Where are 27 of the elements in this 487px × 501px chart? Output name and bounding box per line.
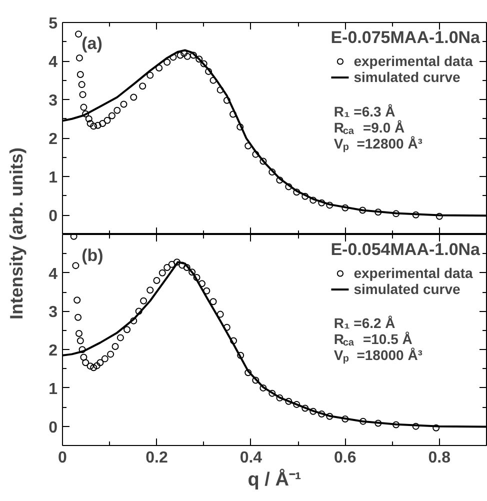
y-axis-title: Intensity (arb. units)	[6, 147, 26, 320]
y-tick-label: 4	[48, 54, 58, 72]
legend-label: simulated curve	[354, 281, 460, 297]
x-tick-label: 0.4	[240, 450, 262, 466]
x-tick-label: 0.6	[334, 450, 356, 466]
legend-label: experimental data	[354, 53, 473, 69]
y-tick-label: 0	[48, 419, 58, 436]
y-tick-label: 3	[48, 92, 58, 110]
legend-label: experimental data	[354, 265, 473, 281]
legend-title: E-0.075MAA-1.0Na	[330, 28, 480, 48]
y-tick-label: 0	[48, 208, 58, 226]
y-tick-label: 5	[48, 16, 58, 32]
x-axis-title: q / Å⁻¹	[248, 468, 302, 490]
y-tick-label: 4	[48, 266, 58, 283]
x-tick-label: 0.2	[146, 450, 168, 466]
y-tick-label: 2	[48, 342, 58, 360]
y-tick-label: 1	[48, 170, 58, 187]
y-tick-label: 3	[48, 304, 58, 322]
annotation: (b)	[82, 246, 104, 266]
y-tick-label: 1	[48, 380, 58, 398]
x-tick-label: 0.8	[428, 450, 451, 466]
legend-title: E-0.054MAA-1.0Na	[330, 240, 480, 260]
annotation: R₁ =6.3 Å	[334, 104, 396, 120]
legend-label: simulated curve	[354, 69, 460, 85]
annotation: (a)	[82, 34, 102, 54]
y-tick-label: 2	[48, 131, 58, 148]
annotation: R₁ =6.2 Å	[334, 315, 396, 332]
